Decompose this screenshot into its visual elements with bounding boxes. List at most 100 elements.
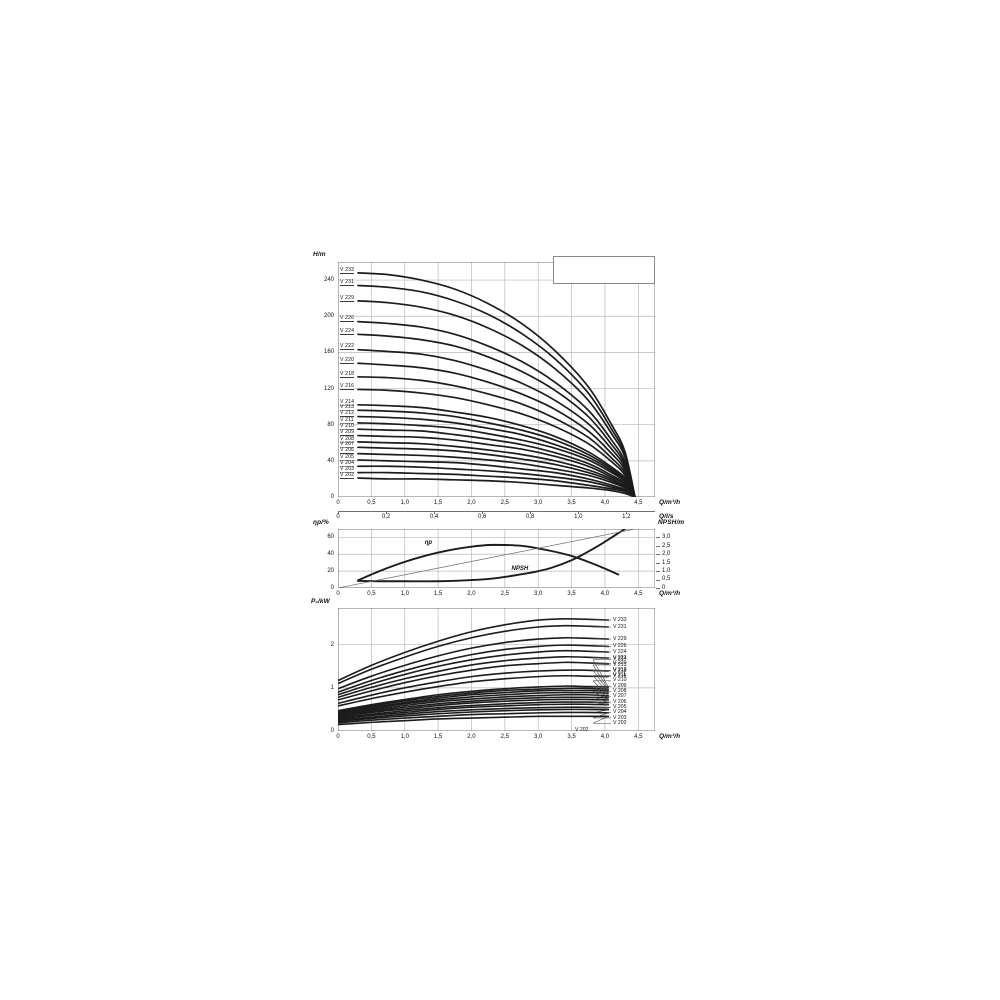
power-chart xyxy=(338,608,655,731)
secondary-tick-mark xyxy=(338,511,339,514)
head-capacity-chart xyxy=(338,262,655,497)
curve-label-power: V 212 xyxy=(613,666,627,673)
curve-label-power: V 210 xyxy=(613,677,627,684)
curve-label-power: V 202 xyxy=(613,719,627,726)
curve-label-head: V 216 xyxy=(340,383,355,391)
x-tick-efficiency: 2,5 xyxy=(500,591,509,597)
curve-label-power: V 220 xyxy=(613,660,627,667)
y-tick-efficiency: 40 xyxy=(327,551,334,558)
x-tick-efficiency: 4,0 xyxy=(600,591,610,597)
curve-label-head: V 224 xyxy=(340,328,355,336)
x-tick-power: 3,0 xyxy=(534,734,543,740)
curve-label-power: V 218 xyxy=(613,667,627,674)
curve-label-power: V 226 xyxy=(613,643,627,649)
q-ls-axis-label: Q/l/s xyxy=(659,513,674,520)
x-tick-power: 4,5 xyxy=(634,734,643,740)
npsh-axis-label: NPSH/m xyxy=(658,519,685,526)
x-tick-power: 4,0 xyxy=(600,734,610,740)
npsh-tick-mark xyxy=(656,562,660,564)
curve-label-power: V 211 xyxy=(613,672,627,679)
x-tick-power: 3,5 xyxy=(567,734,576,740)
curve-label-power: V 224 xyxy=(613,648,627,655)
secondary-tick-mark xyxy=(482,511,484,514)
curve-label-power: V 204 xyxy=(613,709,627,716)
x-tick-head: 1,5 xyxy=(433,500,443,506)
efficiency-npsh-chart xyxy=(338,529,655,588)
secondary-tick-mark xyxy=(386,511,388,514)
y2-tick-npsh: 2,5 xyxy=(662,542,671,549)
curve-label-head: V 229 xyxy=(340,294,355,302)
npsh-tick-mark xyxy=(656,537,660,539)
y-tick-head: 120 xyxy=(323,385,334,392)
x-tick-qls: 0,6 xyxy=(477,514,487,520)
y2-tick-npsh: 2,0 xyxy=(662,551,671,558)
secondary-tick-mark xyxy=(626,511,628,514)
efficiency-curve-label: ηp xyxy=(424,540,433,547)
npsh-tick-mark xyxy=(656,579,660,581)
y2-tick-npsh: 0,5 xyxy=(662,576,671,583)
curve-label-head: V 202 xyxy=(340,471,355,479)
power-axis-label: P₂/kW xyxy=(311,598,330,605)
y-tick-power: 2 xyxy=(330,641,334,648)
x-tick-efficiency: 0,5 xyxy=(367,591,376,597)
x-tick-qls: 0,8 xyxy=(526,514,535,520)
x-tick-power: 1,0 xyxy=(400,734,409,740)
x-tick-head: 3,5 xyxy=(567,500,576,506)
y2-tick-npsh: 1,0 xyxy=(662,567,671,574)
y-tick-head: 80 xyxy=(327,421,334,428)
x-tick-qls: 0,2 xyxy=(381,514,391,520)
x-tick-qls: 0 xyxy=(336,514,340,520)
x-tick-efficiency: 0 xyxy=(336,591,340,597)
curve-label-head: V 218 xyxy=(340,370,355,378)
curve-label-power: V 205 xyxy=(613,703,627,710)
y-tick-efficiency: 20 xyxy=(327,568,334,575)
x-tick-qls: 1,0 xyxy=(574,514,583,520)
q-m3h-axis-label-efficiency: Q/m³/h xyxy=(659,590,681,597)
y-tick-head: 240 xyxy=(323,277,334,284)
curve-label-head: V 222 xyxy=(340,343,355,351)
efficiency-axis-label: ηp/% xyxy=(313,519,329,526)
y-tick-head: 40 xyxy=(327,457,334,464)
secondary-tick-mark xyxy=(530,511,532,514)
npsh-curve-label: NPSH xyxy=(511,565,529,572)
curve-label-power: V 203 xyxy=(613,714,627,721)
y-tick-efficiency: 0 xyxy=(330,585,334,591)
x-tick-head: 4,0 xyxy=(600,500,610,506)
curve-label-power: V 209 xyxy=(613,682,627,689)
curve-label-power: V 208 xyxy=(613,688,627,695)
secondary-x-axis xyxy=(338,511,655,512)
npsh-tick-mark xyxy=(656,588,660,589)
x-tick-head: 4,5 xyxy=(634,500,643,506)
npsh-tick-mark xyxy=(656,571,660,573)
x-tick-efficiency: 2,0 xyxy=(467,591,476,597)
curve-label-power: V 231 xyxy=(613,623,627,630)
x-tick-head: 3,0 xyxy=(534,500,543,506)
curve-label-head: V 226 xyxy=(340,315,355,323)
secondary-tick-mark xyxy=(578,511,580,514)
y2-tick-npsh: 1,5 xyxy=(662,559,671,566)
x-tick-head: 0 xyxy=(336,500,340,506)
x-tick-efficiency: 4,5 xyxy=(634,591,643,597)
curve-label-power: V 207 xyxy=(613,693,627,700)
x-tick-qls: 1,2 xyxy=(622,514,631,520)
y-tick-head: 0 xyxy=(330,494,334,500)
y2-tick-npsh: 0 xyxy=(662,584,666,591)
curve-label-power-v202: V 202 xyxy=(575,726,589,733)
x-tick-power: 0,5 xyxy=(367,734,376,740)
x-tick-power: 0 xyxy=(336,734,340,740)
x-tick-power: 1,5 xyxy=(433,734,443,740)
secondary-tick-mark xyxy=(434,511,436,514)
x-tick-head: 2,5 xyxy=(500,500,509,506)
x-tick-power: 2,0 xyxy=(467,734,476,740)
curve-label-head: V 220 xyxy=(340,357,355,365)
curve-label-power: V 229 xyxy=(613,635,627,642)
curve-label-power: V 213 xyxy=(613,661,627,668)
y-tick-head: 200 xyxy=(323,313,334,320)
curve-label-power: V 214 xyxy=(613,656,627,663)
x-tick-efficiency: 3,5 xyxy=(567,591,576,597)
curve-label-head: V 233 xyxy=(340,266,355,274)
npsh-tick-mark xyxy=(656,545,660,547)
x-tick-power: 2,5 xyxy=(500,734,509,740)
x-tick-head: 0,5 xyxy=(367,500,376,506)
